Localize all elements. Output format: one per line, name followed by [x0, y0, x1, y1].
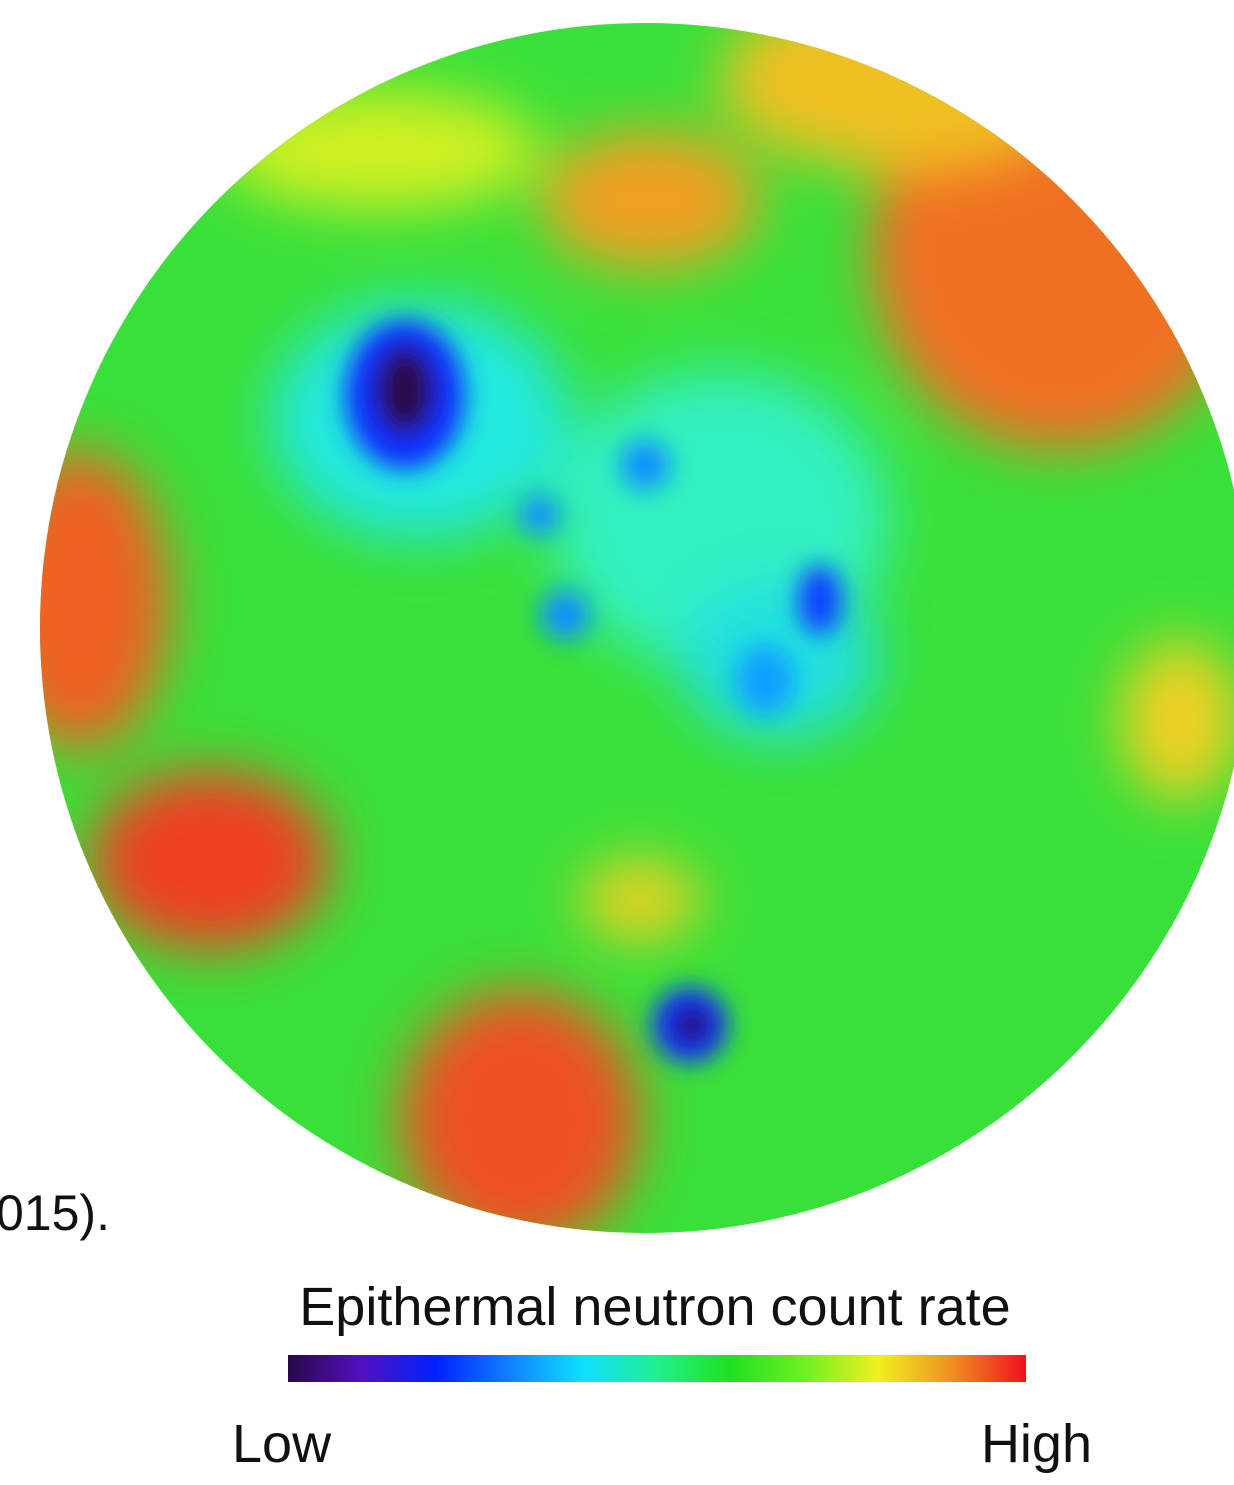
legend-low-label: Low — [232, 1414, 332, 1474]
neutron-map — [40, 23, 1234, 1233]
caption-fragment: 015). — [0, 1185, 110, 1241]
legend-high-label: High — [981, 1414, 1092, 1474]
legend-title: Epithermal neutron count rate — [299, 1277, 1010, 1337]
color-bar — [288, 1355, 1026, 1382]
